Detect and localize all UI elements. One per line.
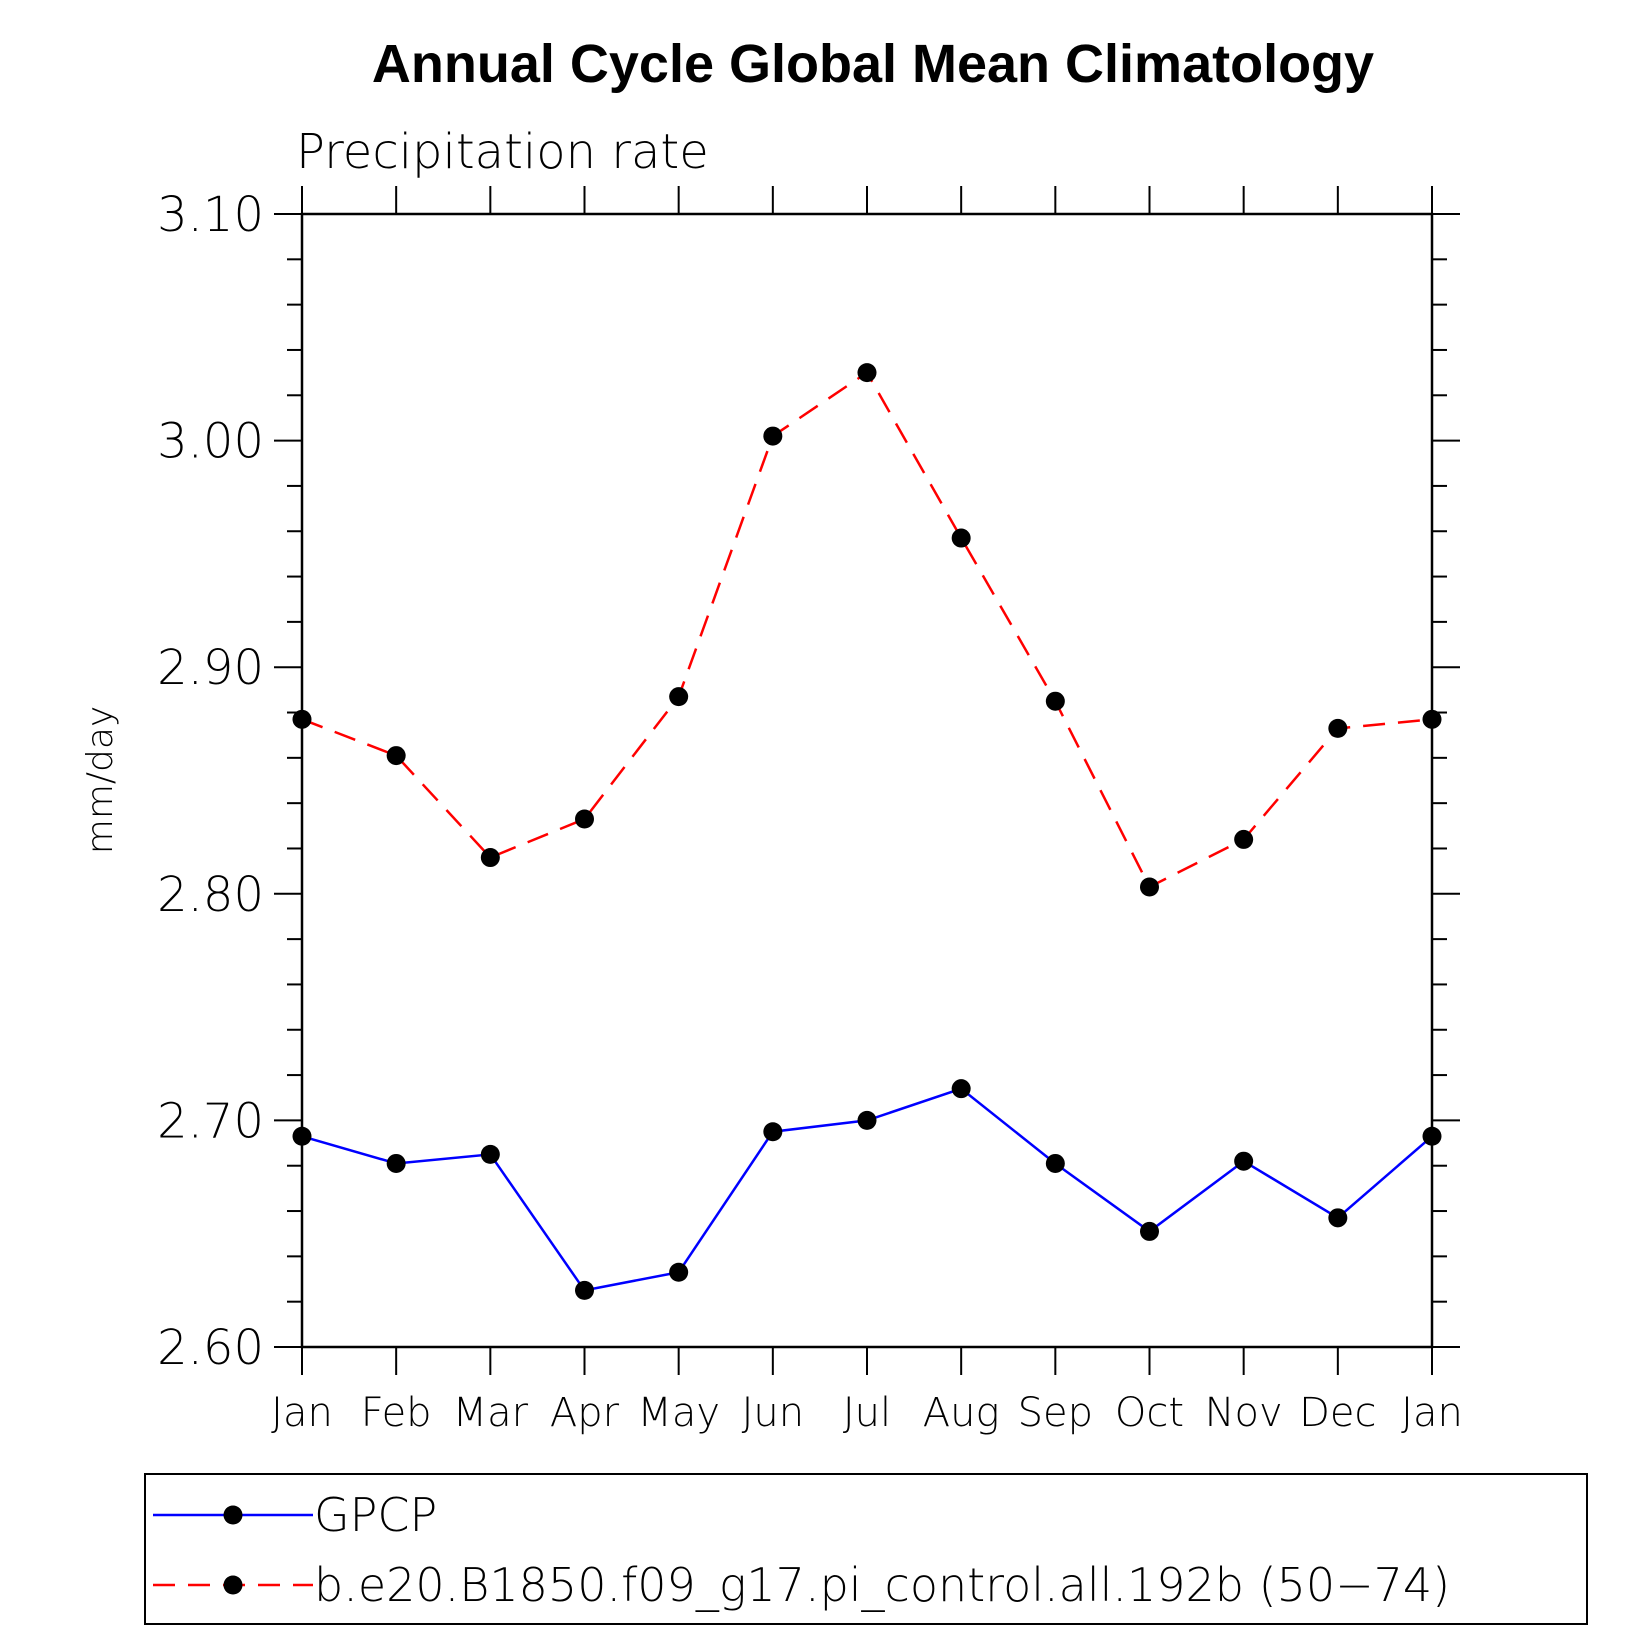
legend-marker-model [223,1575,243,1595]
data-point [1328,1208,1348,1228]
y-axis-label: mm/day [80,706,121,854]
x-tick-label: Aug [923,1390,1000,1436]
x-tick-label: Jul [843,1390,891,1436]
legend-item-gpcp: GPCP [153,1488,437,1542]
x-tick-label: Jan [271,1390,333,1436]
data-point [857,1110,877,1130]
data-point [1045,1153,1065,1173]
y-tick-label: 2.90 [157,640,264,696]
chart-subtitle: Precipitation rate [296,124,709,180]
x-axis: Jan Feb Mar Apr May Jun Jul Aug Sep Oct Nov Dec Jan [271,186,1463,1436]
x-tick-label: Feb [361,1390,432,1436]
data-point [1045,691,1065,711]
x-tick-label: Oct [1115,1390,1184,1436]
data-point [669,687,689,707]
data-point [951,1079,971,1099]
data-point [386,1153,406,1173]
y-tick-label: 3.10 [157,187,264,243]
data-point [763,426,783,446]
data-point [951,528,971,548]
x-tick-label: Mar [453,1390,529,1436]
data-point [1140,877,1159,897]
chart-title: Annual Cycle Global Mean Climatology [372,34,1374,94]
legend-label-gpcp: GPCP [314,1488,437,1542]
data-point [1140,1221,1159,1241]
series-line-1 [301,370,1433,889]
data-point [292,709,312,729]
y-tick-label: 2.80 [157,867,264,923]
x-tick-label: Jan [1401,1390,1463,1436]
data-point [1422,709,1442,729]
data-point [575,1280,594,1300]
plot-frame [300,212,1434,1349]
legend: GPCP b.e20.B1850.f09_g17.pi_control.all.… [144,1473,1588,1625]
y-axis: 2.60 2.70 2.80 2.90 3.00 3.10 [157,187,1460,1376]
x-tick-label: Jun [742,1390,805,1436]
legend-box [144,1473,1588,1625]
series-layer [292,363,1442,1300]
x-tick-label: May [637,1390,720,1436]
x-tick-label: Apr [550,1390,620,1436]
data-point [763,1122,783,1142]
legend-label-model: b.e20.B1850.f09_g17.pi_control.all.192b … [314,1558,1450,1612]
legend-item-model: b.e20.B1850.f09_g17.pi_control.all.192b … [153,1558,1450,1612]
data-point [480,848,500,868]
data-point [1328,718,1348,738]
data-point [480,1144,500,1164]
x-tick-label: Dec [1299,1390,1376,1436]
x-tick-label: Nov [1205,1390,1283,1436]
data-point [386,746,406,766]
data-point [857,363,877,383]
legend-marker-gpcp [223,1505,243,1525]
y-tick-label: 2.70 [157,1093,264,1149]
data-point [1422,1126,1442,1146]
data-point [575,809,594,829]
x-tick-label: Sep [1018,1390,1093,1436]
data-point [669,1262,689,1282]
y-tick-label: 2.60 [157,1320,264,1376]
y-tick-label: 3.00 [157,414,264,470]
data-point [1234,829,1254,849]
data-point [1234,1151,1254,1171]
plot-border [300,212,1434,1349]
data-point [292,1126,312,1146]
